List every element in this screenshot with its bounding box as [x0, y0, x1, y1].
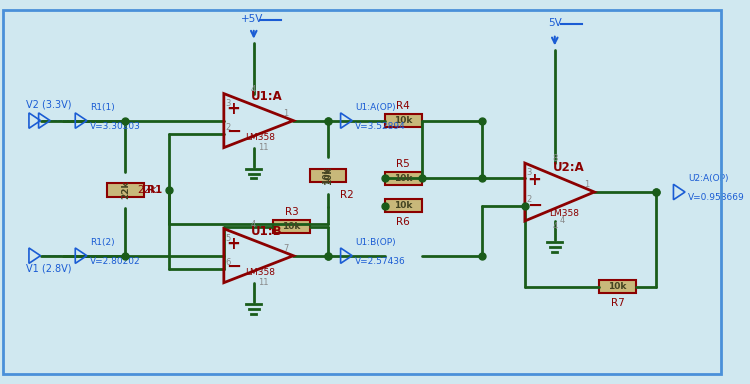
- Text: U1:B(OP): U1:B(OP): [355, 238, 396, 247]
- Text: LM358: LM358: [245, 132, 275, 142]
- Text: 10k: 10k: [394, 174, 412, 183]
- Text: +: +: [226, 100, 241, 118]
- Text: 3: 3: [526, 168, 532, 177]
- Text: −: −: [527, 197, 542, 215]
- FancyBboxPatch shape: [310, 169, 347, 182]
- Text: R7: R7: [610, 298, 624, 308]
- FancyBboxPatch shape: [385, 114, 422, 127]
- Text: R1: R1: [147, 185, 162, 195]
- Text: 22k: 22k: [137, 185, 157, 195]
- Text: 10k: 10k: [323, 166, 332, 185]
- FancyBboxPatch shape: [273, 220, 310, 233]
- Text: 7: 7: [283, 244, 289, 253]
- Text: R2: R2: [340, 190, 353, 200]
- FancyBboxPatch shape: [385, 199, 422, 212]
- Text: −: −: [226, 258, 241, 276]
- Text: +: +: [527, 171, 542, 189]
- Text: V=2.80202: V=2.80202: [90, 257, 140, 266]
- Text: R5: R5: [397, 159, 410, 169]
- Text: 2: 2: [526, 195, 532, 204]
- Text: 11: 11: [259, 278, 269, 286]
- Text: V1 (2.8V): V1 (2.8V): [26, 263, 71, 273]
- Text: 11: 11: [259, 142, 269, 152]
- FancyBboxPatch shape: [385, 172, 422, 185]
- Text: LM358: LM358: [550, 209, 580, 218]
- Text: 4: 4: [560, 216, 565, 225]
- Text: 2: 2: [226, 123, 231, 132]
- Text: 1: 1: [284, 109, 289, 118]
- Text: R4: R4: [397, 101, 410, 111]
- Text: 6: 6: [226, 258, 231, 267]
- Text: R6: R6: [397, 217, 410, 227]
- Text: 1: 1: [584, 180, 590, 189]
- Text: 3: 3: [226, 99, 231, 108]
- Text: 10k: 10k: [322, 167, 331, 184]
- Text: U2:A(OP): U2:A(OP): [688, 174, 728, 183]
- Text: 10k: 10k: [394, 116, 412, 125]
- Text: V=3.52894: V=3.52894: [355, 122, 406, 131]
- FancyBboxPatch shape: [107, 183, 144, 197]
- Text: U1:B: U1:B: [251, 225, 282, 238]
- Text: V=0.958669: V=0.958669: [688, 193, 745, 202]
- Text: 8: 8: [552, 154, 557, 163]
- Text: U1:A(OP): U1:A(OP): [355, 103, 396, 112]
- Text: +5V: +5V: [241, 14, 263, 24]
- Text: −: −: [226, 123, 241, 141]
- Text: R1(2): R1(2): [90, 238, 114, 247]
- Text: 4: 4: [251, 84, 257, 94]
- FancyBboxPatch shape: [599, 280, 636, 293]
- Text: R3: R3: [284, 207, 298, 217]
- Text: 10k: 10k: [282, 222, 301, 231]
- Text: LM358: LM358: [245, 268, 275, 276]
- Text: V2 (3.3V): V2 (3.3V): [26, 99, 71, 109]
- Text: 22k: 22k: [121, 181, 130, 199]
- Text: V=2.57436: V=2.57436: [355, 257, 406, 266]
- Text: V=3.30203: V=3.30203: [90, 122, 140, 131]
- Text: 4: 4: [552, 222, 557, 231]
- Text: 5V: 5V: [548, 18, 562, 28]
- Text: U1:A: U1:A: [251, 90, 282, 103]
- Text: 4: 4: [251, 220, 257, 229]
- Text: +: +: [226, 235, 241, 253]
- Text: R1(1): R1(1): [90, 103, 115, 112]
- Text: 5: 5: [226, 234, 231, 243]
- Text: 10k: 10k: [608, 282, 627, 291]
- Text: 10k: 10k: [394, 201, 412, 210]
- Text: U2:A: U2:A: [554, 161, 585, 174]
